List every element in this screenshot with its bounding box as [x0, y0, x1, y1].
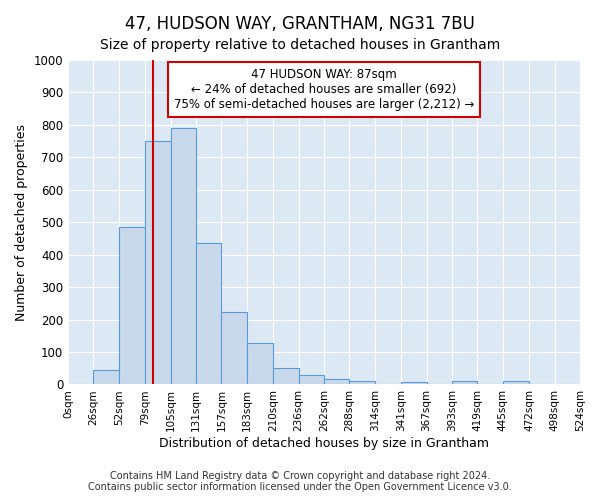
X-axis label: Distribution of detached houses by size in Grantham: Distribution of detached houses by size … — [159, 437, 489, 450]
Bar — [145, 141, 170, 384]
Bar — [452, 380, 478, 384]
Bar — [221, 312, 247, 384]
Bar — [401, 382, 427, 384]
Text: Size of property relative to detached houses in Grantham: Size of property relative to detached ho… — [100, 38, 500, 52]
Bar — [196, 244, 221, 384]
Y-axis label: Number of detached properties: Number of detached properties — [15, 124, 28, 320]
Bar — [273, 368, 299, 384]
Bar — [324, 378, 349, 384]
Text: 47, HUDSON WAY, GRANTHAM, NG31 7BU: 47, HUDSON WAY, GRANTHAM, NG31 7BU — [125, 15, 475, 33]
Bar — [119, 227, 145, 384]
Text: 47 HUDSON WAY: 87sqm
← 24% of detached houses are smaller (692)
75% of semi-deta: 47 HUDSON WAY: 87sqm ← 24% of detached h… — [174, 68, 474, 111]
Bar — [299, 374, 324, 384]
Bar — [503, 380, 529, 384]
Text: Contains HM Land Registry data © Crown copyright and database right 2024.
Contai: Contains HM Land Registry data © Crown c… — [88, 471, 512, 492]
Bar — [170, 128, 196, 384]
Bar — [247, 343, 273, 384]
Bar — [94, 370, 119, 384]
Bar — [349, 380, 375, 384]
